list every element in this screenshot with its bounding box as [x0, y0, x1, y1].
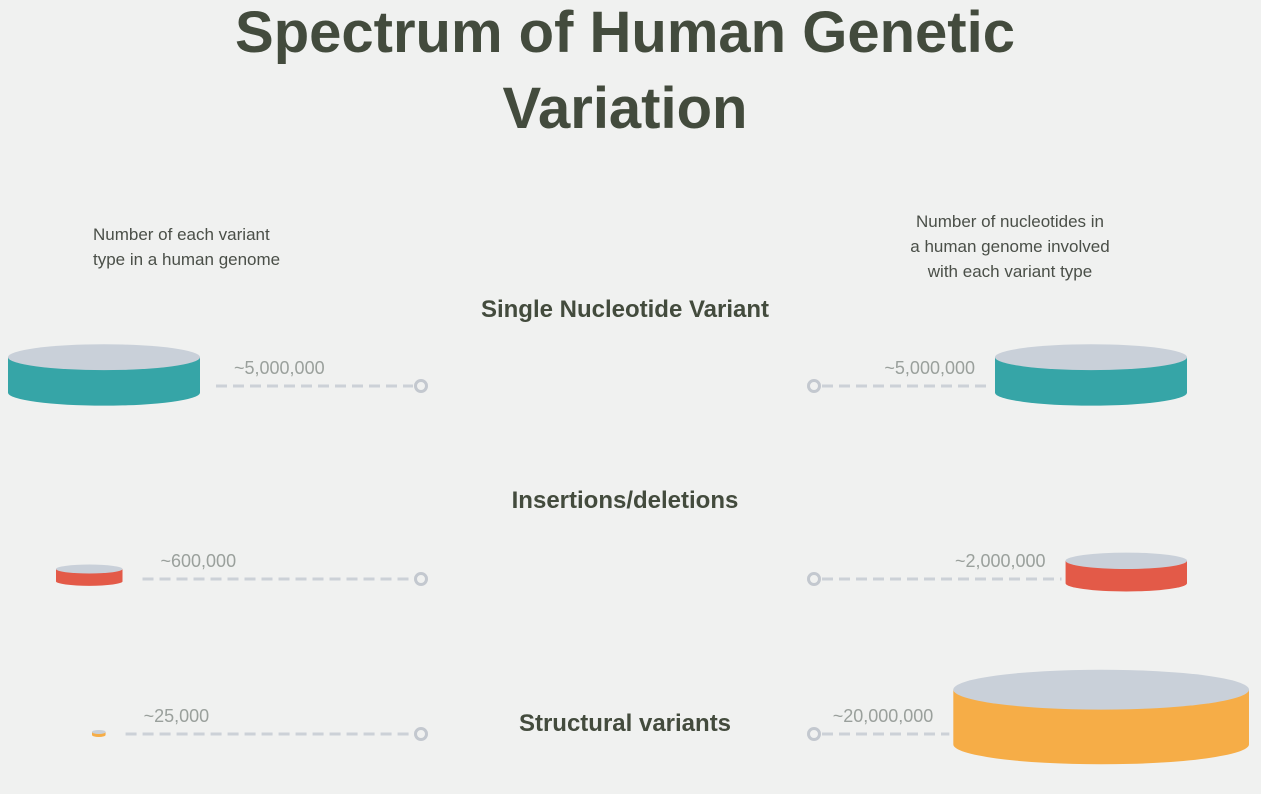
- title-line-2: Variation: [503, 76, 748, 141]
- left-disc: [92, 729, 106, 737]
- left-disc: [56, 564, 123, 586]
- left-leader-endpoint: [414, 572, 428, 586]
- chart-rows: Single Nucleotide Variant ~5,000,000 ~5,00…: [8, 296, 1249, 765]
- right-leader-endpoint: [807, 572, 821, 586]
- disc-top: [953, 669, 1249, 710]
- category-label: Structural variants: [519, 710, 731, 737]
- disc-top: [92, 729, 106, 734]
- right-leader-endpoint: [807, 727, 821, 741]
- right-disc: [1065, 552, 1188, 592]
- right-caption: Number of nucleotides in a human genome …: [910, 212, 1109, 281]
- disc-top: [995, 344, 1187, 371]
- right-leader-endpoint: [807, 379, 821, 393]
- disc-side: [56, 569, 123, 586]
- disc-side: [1065, 560, 1187, 592]
- left-value-label: ~5,000,000: [234, 358, 325, 378]
- category-label: Single Nucleotide Variant: [481, 296, 769, 323]
- left-leader-endpoint: [414, 379, 428, 393]
- category-label: Insertions/deletions: [512, 487, 739, 514]
- disc-top: [56, 564, 123, 574]
- right-caption-line: with each variant type: [927, 262, 1092, 281]
- disc-top: [8, 344, 200, 371]
- left-caption-line: type in a human genome: [93, 250, 280, 269]
- left-disc: [8, 344, 200, 406]
- disc-side: [995, 357, 1187, 406]
- left-value-label: ~25,000: [144, 706, 210, 726]
- right-caption-line: Number of nucleotides in: [916, 212, 1104, 231]
- left-caption: Number of each variant type in a human g…: [93, 225, 280, 269]
- right-value-label: ~20,000,000: [833, 706, 934, 726]
- left-caption-line: Number of each variant: [93, 225, 270, 244]
- right-disc: [953, 669, 1249, 765]
- right-disc: [995, 344, 1187, 406]
- right-value-label: ~5,000,000: [884, 358, 975, 378]
- right-value-label: ~2,000,000: [955, 551, 1046, 571]
- disc-top: [1065, 552, 1188, 569]
- left-value-label: ~600,000: [161, 551, 237, 571]
- left-leader-endpoint: [414, 727, 428, 741]
- title-line-1: Spectrum of Human Genetic: [235, 0, 1015, 65]
- disc-side: [8, 357, 200, 406]
- right-caption-line: a human genome involved: [910, 237, 1109, 256]
- disc-side: [953, 689, 1249, 765]
